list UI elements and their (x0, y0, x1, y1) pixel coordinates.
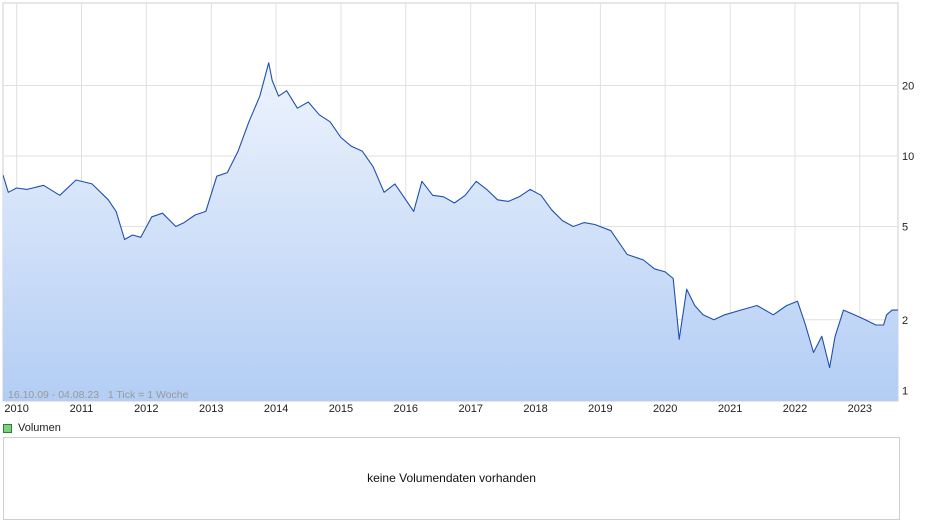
y-tick-label: 20 (902, 81, 914, 93)
y-tick-label: 1 (902, 385, 908, 397)
x-tick-label: 2013 (199, 403, 223, 415)
price-chart: 1 2 5 10 20 2010 2011 2012 2013 2014 2015 2016 2017… (2, 2, 914, 415)
x-tick-label: 2011 (70, 403, 94, 415)
price-area (3, 62, 898, 401)
x-tick-label: 2015 (329, 403, 353, 415)
x-tick-label: 2021 (718, 403, 742, 415)
volume-panel: keine Volumendaten vorhanden (3, 437, 900, 520)
price-line (3, 62, 898, 369)
x-tick-label: 2014 (264, 403, 288, 415)
x-tick-label: 2020 (653, 403, 677, 415)
volume-legend: Volumen (3, 422, 61, 434)
volume-legend-label: Volumen (18, 422, 61, 434)
x-tick-label: 2016 (394, 403, 418, 415)
x-tick-label: 2017 (459, 403, 483, 415)
x-tick-label: 2018 (523, 403, 547, 415)
y-axis: 1 2 5 10 20 (902, 81, 914, 398)
volume-empty-message: keine Volumendaten vorhanden (367, 471, 536, 485)
y-tick-label: 2 (902, 315, 908, 327)
x-tick-label: 2023 (848, 403, 872, 415)
x-axis: 2010 2011 2012 2013 2014 2015 2016 2017 2018 2019… (4, 403, 872, 415)
y-tick-label: 5 (902, 222, 908, 234)
y-tick-label: 10 (902, 151, 914, 163)
x-tick-label: 2022 (783, 403, 807, 415)
range-label: 16.10.09 - 04.08.23 1 Tick = 1 Woche (8, 389, 189, 401)
x-tick-label: 2010 (4, 403, 28, 415)
x-tick-label: 2012 (134, 403, 158, 415)
volume-legend-swatch (3, 423, 12, 433)
x-tick-label: 2019 (588, 403, 612, 415)
